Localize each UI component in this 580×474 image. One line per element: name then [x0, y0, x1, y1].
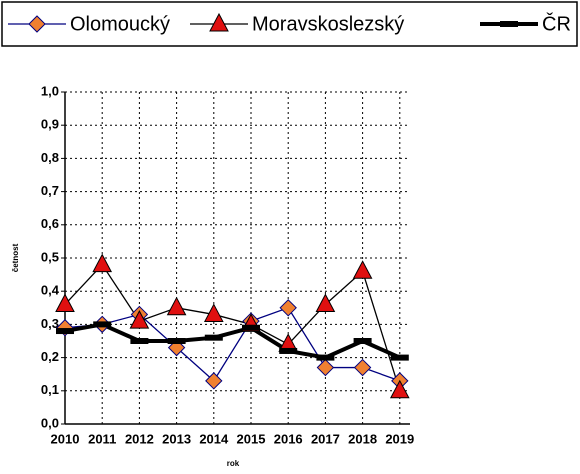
y-tick-label: 0,1	[41, 382, 59, 397]
x-tick-label: 2017	[311, 431, 340, 446]
y-tick-label: 0,7	[41, 183, 59, 198]
series-line	[64, 263, 401, 391]
x-axis-label: rok	[227, 459, 240, 468]
data-point	[353, 338, 372, 344]
y-tick-label: 0,9	[41, 117, 59, 132]
legend-marker	[500, 21, 518, 27]
data-point	[390, 354, 409, 361]
x-tick-label: 2019	[385, 431, 414, 446]
data-point	[353, 358, 372, 377]
x-tick-label: 2011	[88, 431, 116, 446]
data-point	[279, 299, 297, 317]
y-tick-label: 0,2	[41, 349, 59, 364]
x-tick-label: 2016	[274, 431, 303, 446]
data-point	[166, 296, 187, 316]
series-line	[64, 322, 401, 360]
data-point	[167, 338, 186, 344]
plot-area	[65, 92, 410, 424]
series-line	[64, 307, 401, 382]
data-point	[204, 334, 223, 341]
legend-marker	[209, 12, 229, 32]
data-point	[56, 328, 74, 335]
x-tick-label: 2014	[199, 431, 229, 446]
legend-label: ČR	[542, 12, 571, 35]
x-tick-label: 2012	[125, 431, 154, 446]
y-tick-label: 0,8	[41, 150, 59, 165]
data-point	[92, 253, 113, 273]
data-point	[352, 260, 373, 279]
data-point	[279, 347, 298, 354]
data-point	[93, 321, 112, 328]
x-tick-label: 2010	[51, 431, 80, 446]
data-point	[389, 379, 410, 399]
data-point	[55, 293, 75, 312]
data-point	[316, 358, 335, 377]
y-tick-label: 0,5	[41, 249, 59, 264]
data-point	[316, 354, 335, 361]
y-tick-label: 1,0	[41, 83, 59, 98]
data-point	[129, 310, 150, 329]
legend-label: Moravskoslezský	[252, 13, 404, 35]
data-point	[242, 324, 260, 331]
legend-marker	[28, 15, 46, 33]
y-tick-label: 0,0	[41, 415, 59, 430]
legend-label: Olomoucký	[70, 13, 170, 35]
x-tick-label: 2018	[348, 431, 377, 446]
y-tick-label: 0,6	[41, 216, 59, 231]
data-point	[315, 293, 336, 312]
data-point	[205, 372, 223, 390]
y-axis-label: četnost	[11, 243, 20, 272]
y-tick-label: 0,3	[41, 316, 59, 331]
x-tick-label: 2015	[237, 431, 266, 446]
data-point	[130, 338, 149, 344]
data-point	[203, 303, 224, 322]
y-tick-label: 0,4	[41, 283, 60, 298]
x-tick-label: 2013	[162, 431, 191, 446]
